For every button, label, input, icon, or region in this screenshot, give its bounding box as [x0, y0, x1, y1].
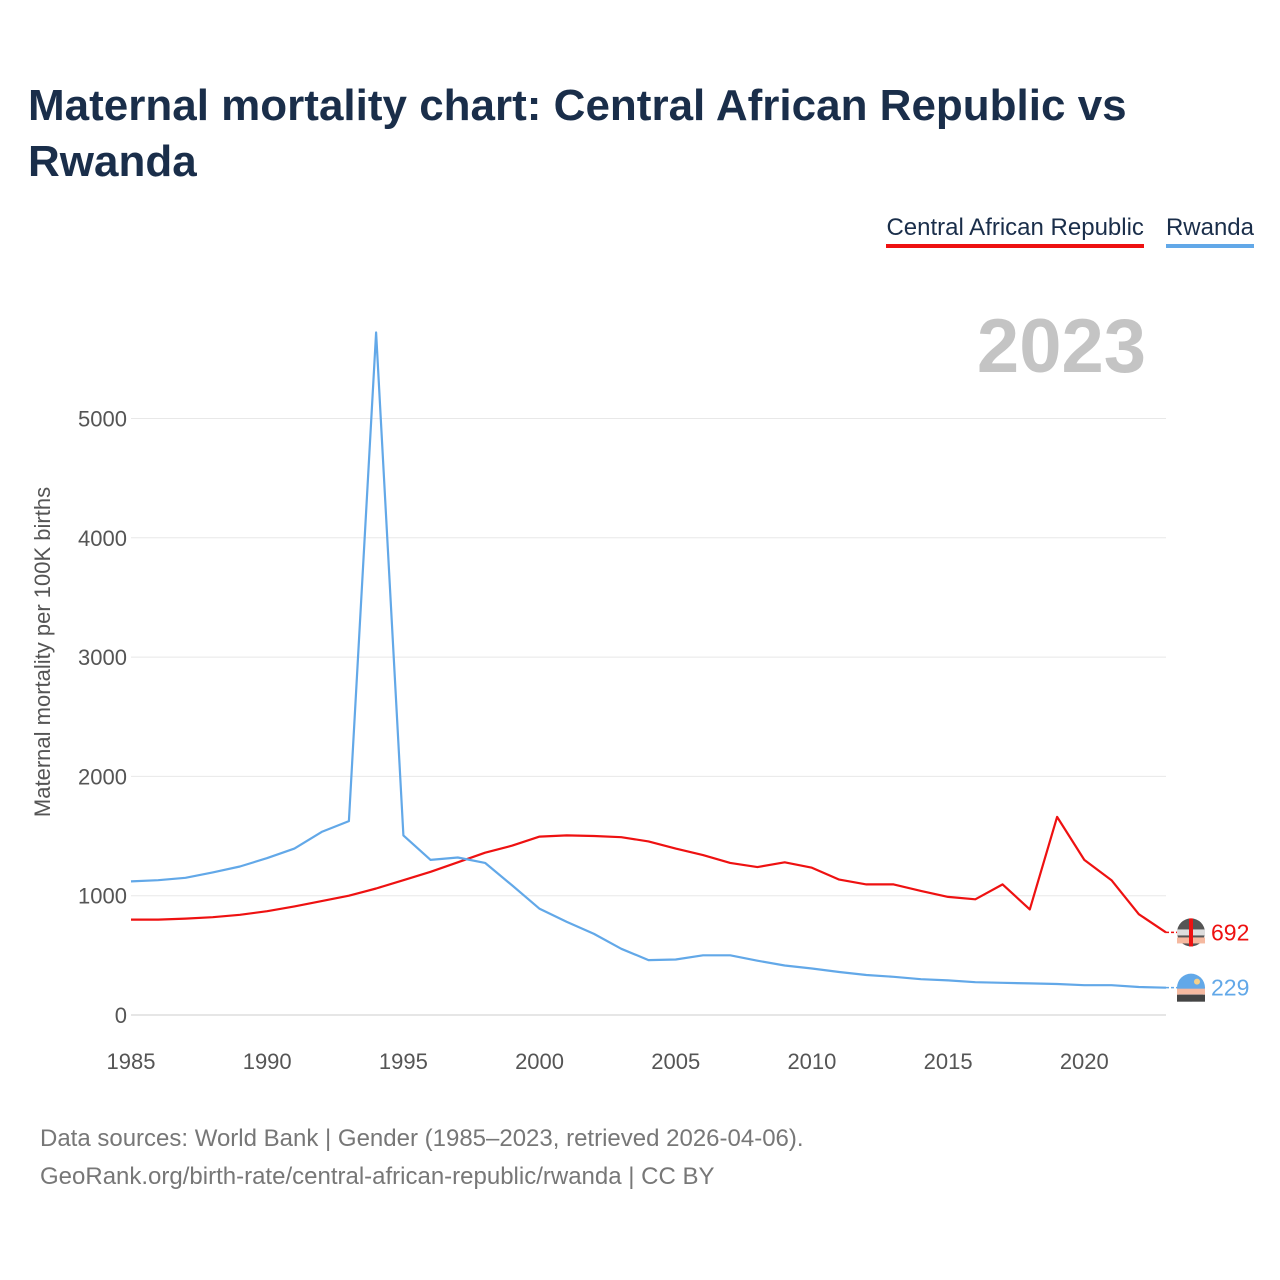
y-tick-label: 4000: [78, 526, 127, 551]
year-watermark: 2023: [977, 304, 1146, 389]
x-tick-label: 1985: [107, 1049, 156, 1074]
y-tick-label: 0: [115, 1003, 127, 1028]
series-line-central-african-republic: [131, 815, 1167, 934]
source-line-1: Data sources: World Bank | Gender (1985–…: [40, 1125, 804, 1152]
x-tick-label: 2015: [924, 1049, 973, 1074]
legend: Central African Republic Rwanda: [886, 214, 1254, 248]
line-chart: 2023 0 1000 2000 3000 4000 5000 1985 1990 1995 200…: [30, 304, 1249, 1074]
y-tick-label: 2000: [78, 764, 127, 789]
legend-item-rwanda[interactable]: Rwanda: [1165, 214, 1254, 248]
y-tick-label: 3000: [78, 645, 127, 670]
x-tick-label: 2000: [515, 1049, 564, 1074]
flag-sun: [1194, 978, 1200, 985]
y-axis-label: Maternal mortality per 100K births: [30, 487, 55, 817]
x-tick-label: 1995: [379, 1049, 428, 1074]
source-note: Data sources: World Bank | Gender (1985–…: [40, 1120, 804, 1196]
x-tick-label: 2005: [651, 1049, 700, 1074]
series-line-rwanda: [130, 331, 1167, 989]
source-line-2[interactable]: GeoRank.org/birth-rate/central-african-r…: [40, 1163, 715, 1190]
flag-stripe: [1189, 918, 1193, 947]
end-value-label-rwanda: 229: [1211, 975, 1249, 1001]
y-tick-label: 5000: [78, 406, 127, 431]
x-tick-label: 2020: [1060, 1049, 1109, 1074]
chart-title: Maternal mortality chart: Central Africa…: [28, 81, 1127, 186]
x-tick-label: 2010: [787, 1049, 836, 1074]
legend-item-central-african-republic[interactable]: Central African Republic: [886, 214, 1144, 248]
flag-stripe: [1177, 988, 1205, 995]
x-tick-label: 1990: [243, 1049, 292, 1074]
y-tick-label: 1000: [78, 884, 127, 909]
flag-stripe: [1177, 994, 1205, 1002]
end-value-label-central-african-republic: 692: [1211, 919, 1249, 945]
